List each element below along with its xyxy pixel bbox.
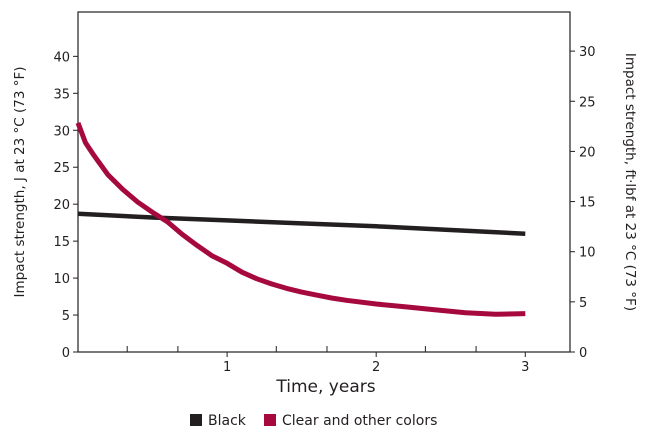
y-left-tick-label: 0 [62,346,70,361]
legend-swatch-black [190,414,202,426]
x-axis-title: Time, years [275,377,375,397]
series-lines [75,122,526,317]
y-right-tick-label: 20 [579,145,596,160]
x-axis-ticks: 1 2 3 [126,346,529,375]
legend: Black Clear and other colors [190,413,437,429]
y-left-tick-label: 10 [53,272,70,287]
x-tick-label: 1 [223,360,231,375]
y-left-tick-label: 30 [53,124,70,139]
y-left-tick-label: 35 [53,87,70,102]
y-left-axis-ticks: 0 5 10 15 20 25 30 35 40 [53,50,78,361]
y-left-tick-label: 25 [53,161,70,176]
legend-label-clear: Clear and other colors [282,413,437,429]
y-right-axis-title: Impact strength, ft·lbf at 23 °C (73 °F) [622,53,638,311]
plot-frame [77,11,571,353]
y-right-tick-label: 15 [579,196,596,211]
x-tick-label: 2 [372,360,380,375]
y-right-tick-label: 30 [579,45,596,60]
x-tick-label: 3 [521,360,529,375]
y-left-tick-label: 15 [53,235,70,250]
legend-label-black: Black [208,413,247,429]
y-right-tick-label: 0 [579,346,587,361]
y-left-axis-title: Impact strength, J at 23 °C (73 °F) [12,66,28,297]
y-right-tick-label: 10 [579,246,596,261]
legend-swatch-clear [264,414,276,426]
y-right-tick-label: 25 [579,95,596,110]
y-right-tick-label: 5 [579,296,587,311]
y-left-tick-label: 20 [53,198,70,213]
series-line-clear-and-other-colors [75,122,526,317]
y-right-axis-ticks: 0 5 10 15 20 25 30 [570,45,596,361]
y-left-tick-label: 5 [62,309,70,324]
series-line-black [77,211,526,236]
y-left-tick-label: 40 [53,50,70,65]
